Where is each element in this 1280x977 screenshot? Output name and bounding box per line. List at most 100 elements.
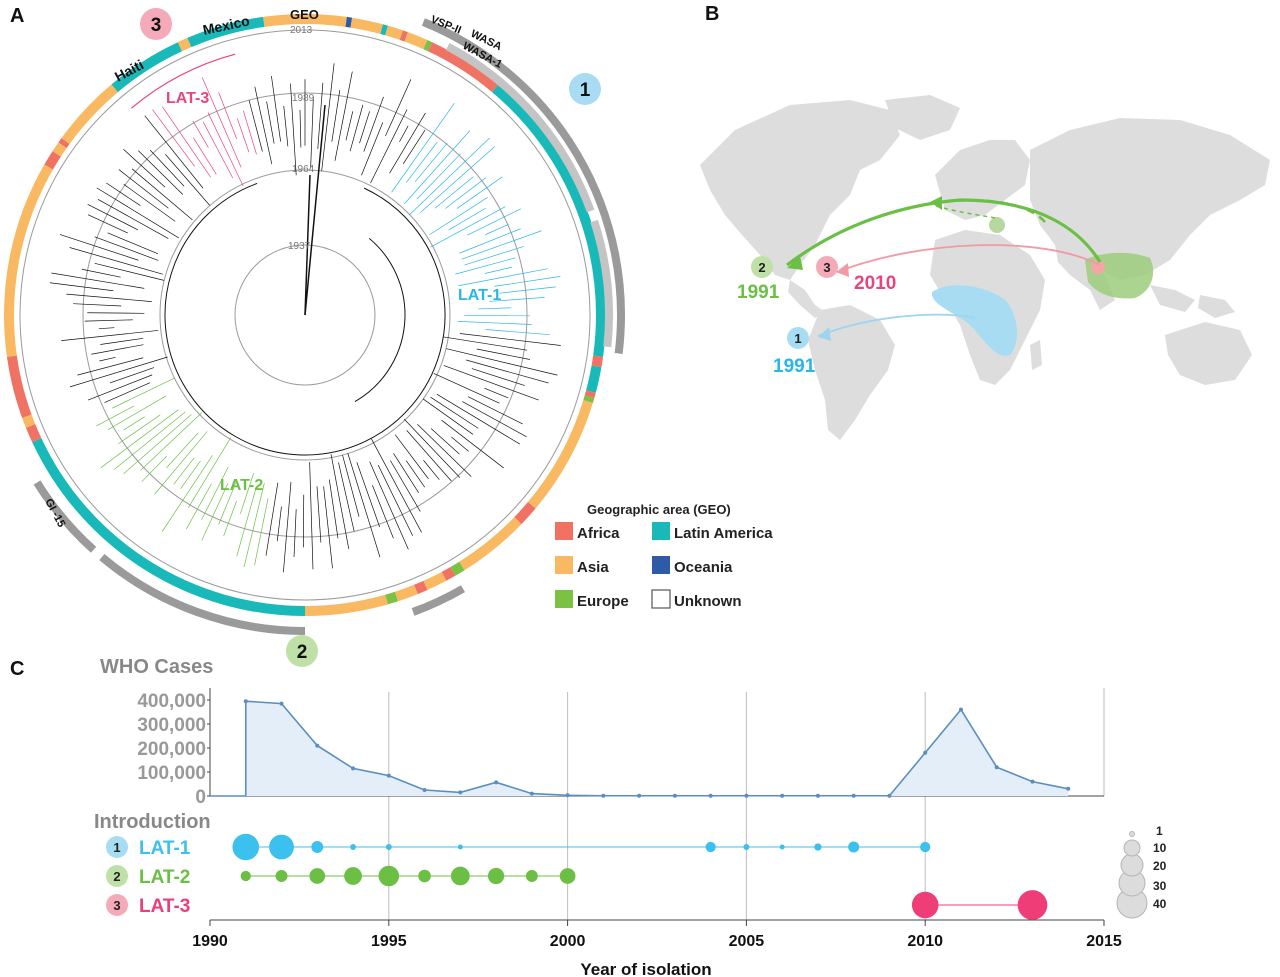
intro-point-LAT-1	[350, 844, 357, 850]
tip-branch	[100, 409, 179, 468]
tip-branch	[416, 153, 462, 200]
who-area	[210, 701, 1069, 796]
legend-label-europe: Europe	[577, 593, 629, 610]
lineage-bar-5	[411, 585, 465, 616]
tip-branch	[87, 312, 145, 314]
x-tick-label: 2005	[729, 933, 765, 950]
tip-branch	[140, 412, 202, 471]
tip-branch	[393, 453, 419, 493]
tip-branch	[94, 236, 159, 261]
tip-branch	[152, 109, 195, 167]
tip-branch	[331, 90, 341, 142]
tip-branch	[317, 82, 324, 149]
geo-label: GEO	[290, 7, 319, 22]
who-point	[529, 791, 534, 796]
tip-branch	[461, 230, 542, 260]
geo-ring-segment-33	[111, 42, 183, 93]
intro-point-LAT-1	[848, 841, 860, 853]
tip-branch	[123, 184, 176, 222]
geo-ring-segment-3	[380, 24, 388, 36]
tip-branch	[266, 101, 275, 144]
geo-ring-segment-36	[263, 14, 306, 27]
tip-branch	[59, 234, 139, 261]
who-point	[637, 793, 642, 798]
size-legend-30: 30	[1153, 879, 1167, 893]
tip-branch	[466, 359, 549, 384]
lineage-bar-0	[421, 18, 625, 354]
tip-branch	[499, 286, 556, 294]
tip-branch	[363, 96, 384, 152]
intro-point-LAT-2	[275, 870, 288, 882]
tip-branch	[109, 367, 155, 384]
tip-branch	[131, 168, 193, 221]
who-point	[386, 773, 391, 778]
intro-point-LAT-1	[457, 844, 463, 850]
tip-branch	[202, 121, 234, 179]
y-tick-label: 100,000	[137, 763, 206, 784]
tip-branch	[441, 419, 504, 469]
tip-branch	[96, 187, 179, 239]
intro-point-LAT-2	[450, 866, 470, 886]
geo-ring-segment-7	[423, 40, 433, 52]
intro-badge-number: 2	[113, 869, 120, 884]
geo-ring-segment-12	[584, 390, 596, 398]
tip-branch	[99, 356, 116, 362]
tip-branch	[390, 460, 421, 512]
geo-ring-segment-19	[423, 571, 447, 590]
geo-ring-segment-30	[52, 142, 67, 157]
intro-point-LAT-2	[559, 868, 576, 884]
ring-year-2013: 2013	[290, 25, 313, 36]
tip-branch	[409, 137, 490, 216]
intro-point-LAT-1	[385, 844, 392, 850]
tip-branch	[429, 196, 488, 236]
x-tick-label: 2015	[1086, 933, 1122, 950]
tip-branch	[448, 207, 486, 231]
tip-branch	[236, 486, 257, 557]
geo-ring-segment-4	[385, 25, 403, 40]
tip-branch	[485, 329, 550, 336]
tip-branch	[100, 337, 144, 345]
route-year-1: 1991	[773, 356, 816, 377]
inner-arc	[354, 238, 406, 403]
tip-branch	[290, 83, 297, 176]
size-legend-40: 40	[1153, 897, 1167, 911]
geo-ring-segment-8	[427, 42, 499, 93]
intro-badge-number: 3	[113, 898, 120, 913]
intro-point-LAT-3	[1017, 890, 1048, 920]
who-point	[672, 793, 677, 798]
intro-point-LAT-1	[814, 843, 822, 851]
who-line	[210, 700, 1069, 797]
tip-branch	[51, 272, 145, 289]
geo-ring-segment-23	[304, 594, 388, 616]
tip-branch	[149, 149, 185, 187]
geo-ring-segment-34	[177, 37, 192, 52]
intro-badge-2	[106, 865, 128, 887]
tip-branch	[113, 411, 186, 470]
route-year-2: 1991	[737, 282, 780, 303]
tip-branch	[236, 118, 250, 153]
geo-ring-segment-2	[350, 17, 383, 34]
tip-branch	[186, 483, 212, 530]
tip-branch	[457, 321, 532, 325]
who-cases-title: WHO Cases	[100, 656, 213, 678]
intro-badge-1	[106, 836, 128, 858]
who-point	[815, 793, 820, 798]
tip-branch	[430, 206, 506, 248]
who-point	[744, 793, 749, 798]
legend-swatch-latin-america	[652, 522, 670, 540]
tip-branch	[107, 232, 159, 255]
intro-badge-3	[106, 894, 128, 916]
x-tick-label: 2010	[907, 933, 943, 950]
intro-point-LAT-1	[311, 841, 324, 853]
geo-ring-segment-9	[492, 84, 606, 357]
intro-point-LAT-2	[378, 865, 400, 887]
marker-1: 1	[569, 73, 601, 105]
legend-label-asia: Asia	[577, 559, 609, 576]
tip-branch	[243, 482, 265, 568]
tip-branch	[356, 462, 380, 528]
tip-branch	[321, 63, 335, 172]
legend-label-africa: Africa	[577, 525, 620, 542]
tip-branch	[369, 461, 409, 550]
geo-ring-segment-6	[404, 32, 428, 50]
panel-a-letter: A	[10, 5, 24, 27]
